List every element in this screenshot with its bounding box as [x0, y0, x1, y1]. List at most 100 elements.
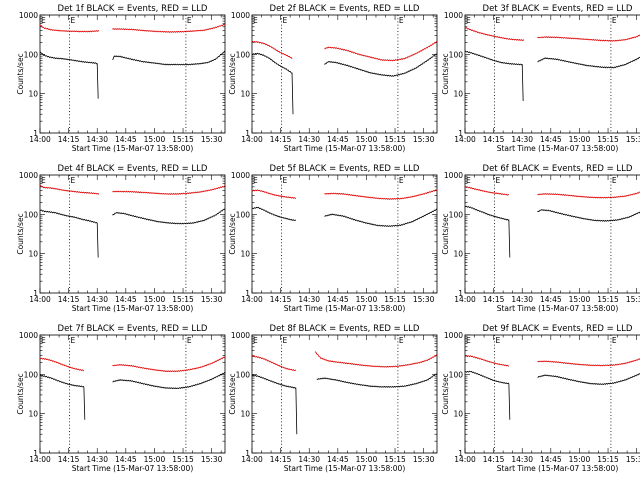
lld-rate-line: [251, 40, 293, 60]
lld-rate-line: [251, 355, 297, 372]
panel-title: Det 2f BLACK = Events, RED = LLD: [270, 4, 420, 14]
x-tick-label: 14:00: [454, 295, 476, 304]
x-tick-label: 14:15: [270, 135, 292, 144]
x-tick-label: 14:45: [115, 135, 137, 144]
x-tick-label: 14:30: [86, 295, 108, 304]
x-tick-label: 15:30: [413, 295, 435, 304]
y-tick-label: 100: [24, 50, 39, 59]
x-tick-label: 15:30: [626, 295, 640, 304]
plot-frame: [39, 174, 226, 294]
x-tick-label: 14:45: [327, 295, 349, 304]
y-axis-label: Counts/sec: [16, 53, 25, 94]
x-tick-label: 14:15: [58, 295, 80, 304]
lld-rate-line: [464, 27, 525, 41]
event-marker-label: E: [466, 16, 471, 25]
x-tick-label: 15:30: [626, 135, 640, 144]
event-marker-label: E: [612, 336, 617, 345]
chart-panel: Det 7f BLACK = Events, RED = LLD E E E 1 10 10…: [16, 324, 226, 473]
y-tick-label: 10: [453, 90, 463, 99]
event-marker-label: E: [283, 16, 288, 25]
lld-rate-line: [251, 189, 297, 199]
x-axis-label: Start Time (15-Mar-07 13:58:00): [284, 304, 406, 313]
panel-title: Det 4f BLACK = Events, RED = LLD: [58, 164, 208, 174]
x-tick-label: 14:15: [483, 455, 505, 464]
event-marker-label: E: [71, 176, 76, 185]
y-tick-label: 100: [24, 370, 39, 379]
events-rate-line: [464, 50, 524, 102]
event-marker-label: E: [466, 176, 471, 185]
x-tick-label: 14:30: [511, 295, 533, 304]
event-marker-label: E: [41, 176, 46, 185]
y-axis-label: Counts/sec: [228, 213, 237, 254]
y-tick-label: 1: [245, 289, 250, 298]
x-tick-label: 15:00: [144, 295, 166, 304]
x-tick-label: 14:00: [29, 135, 51, 144]
events-rate-line: [537, 373, 640, 385]
event-marker-label: E: [612, 176, 617, 185]
y-axis-label: Counts/sec: [16, 213, 25, 254]
plot-frame: [464, 334, 640, 454]
y-tick-label: 100: [236, 210, 251, 219]
event-marker-label: E: [283, 336, 288, 345]
plot-frame: [39, 14, 226, 134]
chart-panel: Det 6f BLACK = Events, RED = LLD E E E 1 10 10…: [441, 164, 640, 313]
x-tick-label: 15:15: [597, 135, 619, 144]
x-tick-label: 15:15: [384, 455, 406, 464]
x-tick-label: 14:00: [454, 135, 476, 144]
x-tick-label: 14:30: [511, 135, 533, 144]
y-tick-label: 1: [458, 129, 463, 138]
y-tick-label: 10: [28, 410, 38, 419]
x-tick-label: 14:15: [270, 455, 292, 464]
x-tick-label: 14:00: [241, 135, 263, 144]
x-tick-label: 15:30: [201, 135, 223, 144]
y-tick-label: 1000: [444, 11, 463, 20]
x-tick-label: 14:15: [483, 295, 505, 304]
panel-grid: Det 1f BLACK = Events, RED = LLD E E E 1 10 10…: [16, 4, 640, 473]
events-rate-line: [39, 51, 99, 99]
x-axis-label: Start Time (15-Mar-07 13:58:00): [284, 464, 406, 473]
x-tick-label: 14:30: [298, 295, 320, 304]
panel-title: Det 9f BLACK = Events, RED = LLD: [483, 324, 633, 334]
chart-panel: Det 9f BLACK = Events, RED = LLD E E E 1 10 10…: [441, 324, 640, 473]
plot-frame: [251, 14, 438, 134]
x-tick-label: 14:00: [29, 295, 51, 304]
x-tick-label: 15:00: [569, 135, 591, 144]
x-tick-label: 15:30: [626, 455, 640, 464]
x-tick-label: 14:15: [58, 455, 80, 464]
panel-title: Det 5f BLACK = Events, RED = LLD: [270, 164, 420, 174]
lld-rate-line: [314, 351, 438, 368]
y-tick-label: 1000: [19, 171, 38, 180]
events-rate-line: [251, 52, 294, 115]
event-marker-label: E: [41, 336, 46, 345]
events-rate-line: [251, 374, 298, 435]
event-marker-label: E: [496, 16, 501, 25]
y-tick-label: 1000: [231, 171, 250, 180]
y-tick-label: 100: [236, 50, 251, 59]
y-tick-label: 10: [453, 410, 463, 419]
y-tick-label: 1: [458, 449, 463, 458]
y-axis-label: Counts/sec: [228, 53, 237, 94]
x-tick-label: 14:15: [483, 135, 505, 144]
lld-rate-line: [464, 355, 510, 367]
x-axis-label: Start Time (15-Mar-07 13:58:00): [72, 304, 194, 313]
y-tick-label: 100: [449, 210, 464, 219]
events-rate-line: [251, 206, 297, 221]
x-tick-label: 15:00: [356, 455, 378, 464]
x-tick-label: 15:15: [172, 295, 194, 304]
x-tick-label: 15:00: [356, 135, 378, 144]
events-rate-line: [316, 373, 438, 388]
chart-panel: Det 4f BLACK = Events, RED = LLD E E E 1 10 10…: [16, 164, 226, 313]
events-rate-line: [464, 205, 511, 258]
x-tick-label: 14:45: [540, 295, 562, 304]
panel-title: Det 6f BLACK = Events, RED = LLD: [483, 164, 633, 174]
y-tick-label: 1: [458, 289, 463, 298]
panel-title: Det 3f BLACK = Events, RED = LLD: [483, 4, 633, 14]
y-tick-label: 1: [33, 449, 38, 458]
x-tick-label: 14:45: [327, 135, 349, 144]
event-marker-label: E: [41, 16, 46, 25]
events-rate-line: [39, 209, 99, 258]
x-tick-label: 15:00: [569, 295, 591, 304]
event-marker-label: E: [399, 176, 404, 185]
